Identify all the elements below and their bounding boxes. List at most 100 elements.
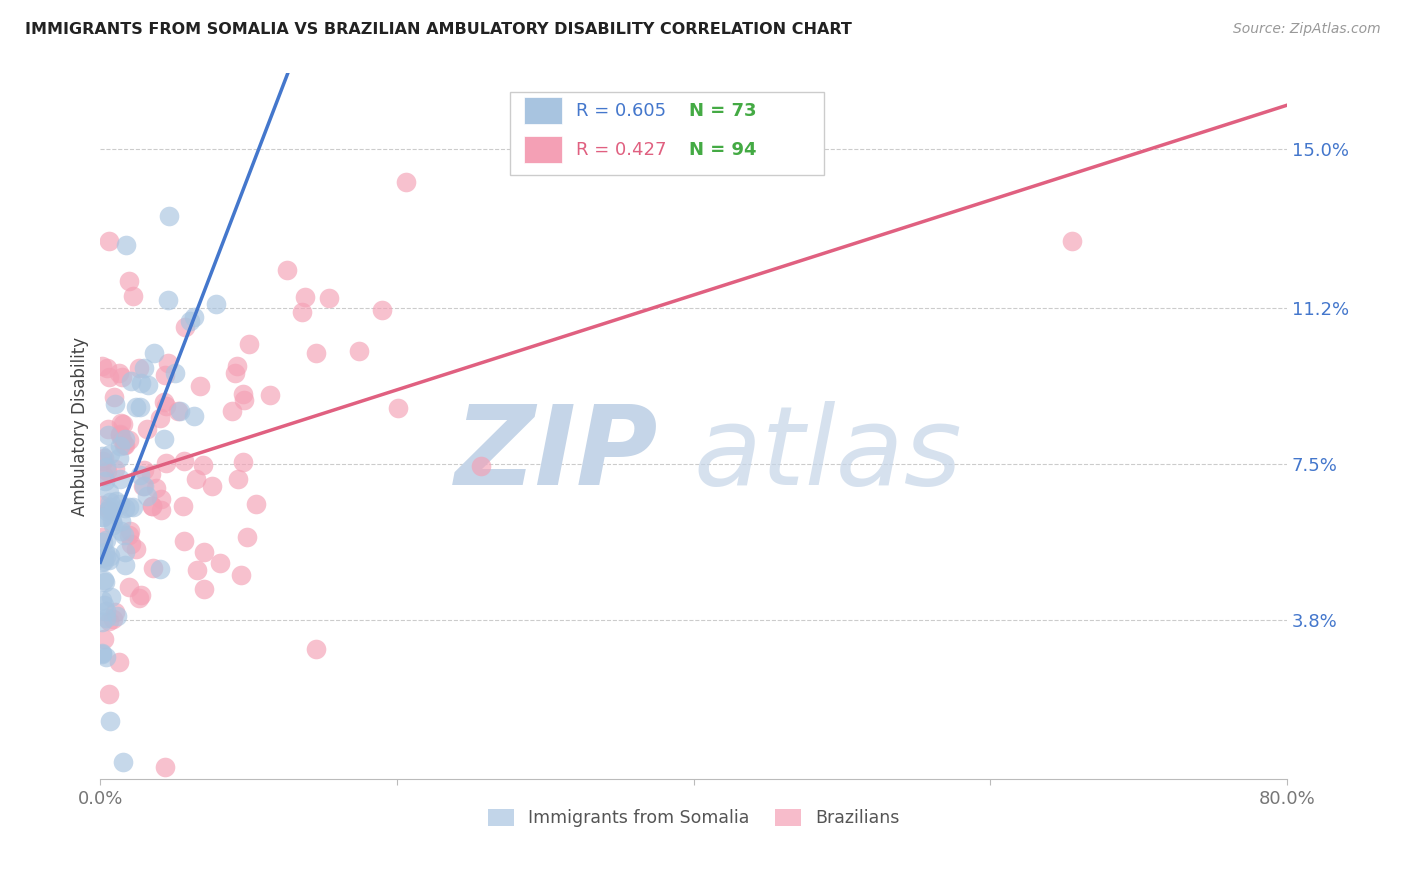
Point <box>91 647 114 661</box>
Point <box>103 461 125 475</box>
Point <box>131 588 153 602</box>
Point <box>193 545 215 559</box>
Point <box>153 394 176 409</box>
Point <box>231 568 253 582</box>
Point <box>149 562 172 576</box>
Point <box>245 497 267 511</box>
Point <box>157 209 180 223</box>
Point <box>94 604 117 618</box>
FancyBboxPatch shape <box>510 92 824 176</box>
Point <box>122 500 145 515</box>
Point <box>186 472 208 486</box>
Point <box>110 416 132 430</box>
Point <box>141 467 163 481</box>
Point <box>112 438 135 452</box>
Bar <box>524 96 562 124</box>
Point <box>96 463 118 477</box>
Point <box>209 556 232 570</box>
Point <box>395 175 418 189</box>
Text: atlas: atlas <box>693 401 962 508</box>
Point <box>173 534 195 549</box>
Point <box>132 463 155 477</box>
Point <box>114 500 136 515</box>
Point <box>183 409 205 424</box>
Point <box>104 605 127 619</box>
Point <box>238 337 260 351</box>
Point <box>128 400 150 414</box>
Point <box>98 614 121 628</box>
Point <box>97 553 120 567</box>
Point <box>136 489 159 503</box>
Point <box>104 397 127 411</box>
Point <box>135 422 157 436</box>
Point <box>98 714 121 728</box>
Text: ZIP: ZIP <box>454 401 658 508</box>
Point <box>90 359 112 373</box>
Point <box>114 438 136 452</box>
Point <box>90 555 112 569</box>
Point <box>108 427 131 442</box>
Point <box>173 453 195 467</box>
Text: IMMIGRANTS FROM SOMALIA VS BRAZILIAN AMBULATORY DISABILITY CORRELATION CHART: IMMIGRANTS FROM SOMALIA VS BRAZILIAN AMB… <box>25 22 852 37</box>
Point <box>96 360 118 375</box>
Point <box>470 458 492 473</box>
Point <box>305 346 328 360</box>
Point <box>112 528 135 542</box>
Point <box>97 502 120 516</box>
Point <box>167 404 190 418</box>
Point <box>91 550 114 565</box>
Point <box>93 599 115 613</box>
Point <box>94 575 117 590</box>
Legend: Immigrants from Somalia, Brazilians: Immigrants from Somalia, Brazilians <box>481 802 907 834</box>
Point <box>98 234 121 248</box>
Point <box>134 361 156 376</box>
Point <box>141 500 163 514</box>
Point <box>101 518 124 533</box>
Text: N = 94: N = 94 <box>689 142 756 160</box>
Point <box>118 524 141 538</box>
Point <box>128 361 150 376</box>
Point <box>107 451 129 466</box>
Point <box>111 370 134 384</box>
Point <box>108 439 131 453</box>
Point <box>122 289 145 303</box>
Point <box>110 514 132 528</box>
Point <box>371 303 394 318</box>
Point <box>118 433 141 447</box>
Point <box>96 611 118 625</box>
Point <box>108 473 131 487</box>
Point <box>108 655 131 669</box>
Point <box>120 537 142 551</box>
Point <box>101 612 124 626</box>
Point <box>232 387 254 401</box>
Point <box>108 426 131 441</box>
Point <box>90 449 112 463</box>
Point <box>101 514 124 528</box>
Point <box>90 646 112 660</box>
Point <box>91 454 114 468</box>
Point <box>124 400 146 414</box>
Point <box>103 504 125 518</box>
Point <box>191 458 214 472</box>
Point <box>125 541 148 556</box>
Point <box>97 422 120 436</box>
Point <box>108 366 131 380</box>
Point <box>114 237 136 252</box>
Point <box>236 530 259 544</box>
Point <box>149 503 172 517</box>
Point <box>169 404 191 418</box>
Point <box>131 376 153 391</box>
Text: R = 0.427: R = 0.427 <box>576 142 666 160</box>
Text: Source: ZipAtlas.com: Source: ZipAtlas.com <box>1233 22 1381 37</box>
Point <box>120 374 142 388</box>
Point <box>91 509 114 524</box>
Point <box>179 314 201 328</box>
Point <box>96 650 118 665</box>
Point <box>205 297 228 311</box>
Point <box>111 434 134 448</box>
Point <box>259 388 281 402</box>
Point <box>193 582 215 597</box>
Point <box>98 447 121 461</box>
Bar <box>524 136 562 163</box>
Point <box>118 500 141 514</box>
